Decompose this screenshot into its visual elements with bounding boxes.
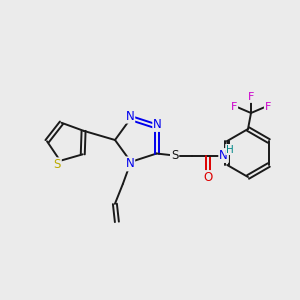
Text: N: N <box>125 158 134 170</box>
Text: S: S <box>53 158 61 171</box>
Text: F: F <box>265 102 271 112</box>
Text: F: F <box>231 102 237 112</box>
Text: N: N <box>153 118 162 131</box>
Text: N: N <box>219 149 228 162</box>
Text: N: N <box>125 110 134 123</box>
Text: H: H <box>226 145 233 154</box>
Text: F: F <box>248 92 254 102</box>
Text: S: S <box>171 149 178 162</box>
Text: O: O <box>203 171 212 184</box>
